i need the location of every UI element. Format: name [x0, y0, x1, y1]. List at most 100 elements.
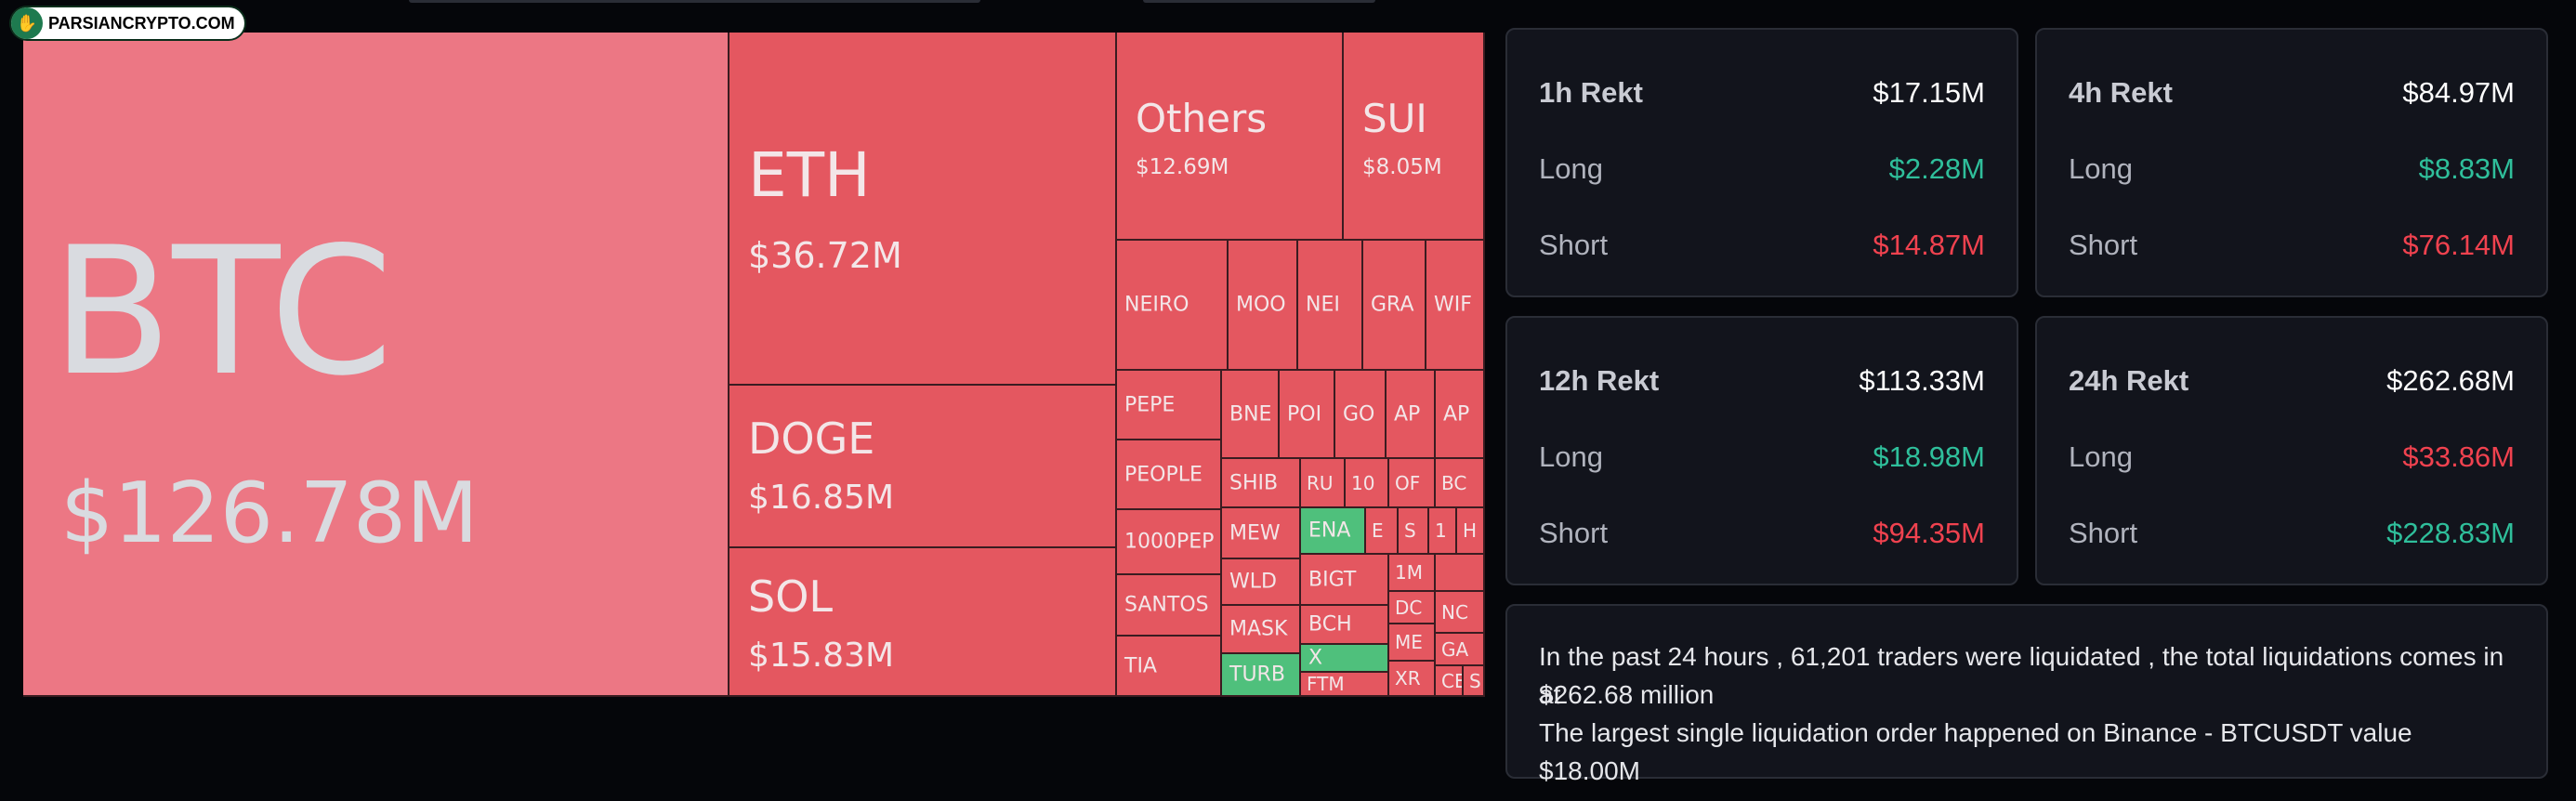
long-value: $33.86M: [2402, 440, 2515, 473]
summary-line-1: In the past 24 hours , 61,201 traders we…: [1539, 642, 2504, 709]
treemap-tile[interactable]: X: [1301, 645, 1389, 673]
card-title: 1h Rekt: [1539, 76, 1643, 109]
tile-label: ME: [1395, 631, 1423, 653]
tile-label: SHIB: [1229, 471, 1279, 494]
tile-label: NC: [1441, 600, 1468, 624]
treemap-tile[interactable]: WLD: [1222, 559, 1301, 606]
card-total: $17.15M: [1873, 76, 1985, 109]
card-title: 24h Rekt: [2069, 364, 2189, 397]
treemap-tile[interactable]: NEIRO: [1117, 241, 1229, 371]
treemap-tile[interactable]: PEOPLE: [1117, 440, 1222, 510]
tile-value: $12.69M: [1136, 155, 1229, 179]
treemap-tile[interactable]: POI: [1280, 371, 1335, 459]
treemap-tile[interactable]: AP: [1436, 371, 1485, 459]
liquidation-treemap: BTC $126.78M ETH $36.72M DOGE $16.85M SO…: [23, 33, 1485, 697]
tile-name: DOGE: [748, 414, 875, 464]
treemap-tile[interactable]: 1000PEP: [1117, 510, 1222, 575]
card-title: 12h Rekt: [1539, 364, 1660, 397]
treemap-tile[interactable]: AP: [1387, 371, 1436, 459]
treemap-tile[interactable]: 1: [1429, 508, 1457, 555]
tile-label: 1M: [1395, 561, 1423, 584]
treemap-tile[interactable]: TIA: [1117, 637, 1222, 697]
tile-label: MOO: [1236, 293, 1286, 317]
tile-label: S: [1404, 519, 1416, 542]
treemap-tile[interactable]: [1436, 555, 1485, 592]
card-24h-rekt: 24h Rekt $262.68M Long $33.86M Short $228.8…: [2035, 316, 2548, 585]
treemap-tile[interactable]: BCH: [1301, 606, 1389, 645]
treemap-tile[interactable]: RU: [1301, 459, 1346, 508]
top-control-right[interactable]: [1143, 0, 1375, 3]
tile-label: WIF: [1434, 293, 1472, 317]
card-1h-rekt: 1h Rekt $17.15M Long $2.28M Short $14.87M: [1505, 28, 2018, 297]
treemap-tile[interactable]: PEPE: [1117, 371, 1222, 440]
treemap-tile[interactable]: TURB: [1222, 654, 1301, 697]
treemap-tile-doge[interactable]: DOGE $16.85M: [729, 386, 1117, 548]
tile-label: 1000PEP: [1124, 530, 1215, 554]
treemap-tile[interactable]: E: [1366, 508, 1399, 555]
tile-label: CE: [1441, 669, 1464, 692]
treemap-tile[interactable]: S: [1399, 508, 1429, 555]
short-label: Short: [2069, 517, 2138, 549]
treemap-tile[interactable]: FTM: [1301, 673, 1389, 697]
treemap-tile[interactable]: NC: [1436, 592, 1485, 634]
treemap-tile[interactable]: DC: [1389, 592, 1436, 624]
long-value: $18.98M: [1873, 440, 1985, 473]
treemap-tile[interactable]: 1M: [1389, 555, 1436, 592]
treemap-tile[interactable]: SHIB: [1222, 459, 1301, 508]
treemap-tile[interactable]: OF: [1389, 459, 1436, 508]
treemap-tile-eth[interactable]: ETH $36.72M: [729, 33, 1117, 386]
treemap-tile[interactable]: GA: [1436, 634, 1485, 666]
treemap-tile[interactable]: SANTOS: [1117, 575, 1222, 637]
short-value: $76.14M: [2402, 229, 2515, 261]
treemap-tile-others[interactable]: Others $12.69M: [1117, 33, 1344, 241]
tile-label: 1: [1435, 519, 1447, 542]
tile-label: X: [1308, 646, 1323, 670]
treemap-tile[interactable]: GRA: [1363, 241, 1426, 371]
tile-label: GRA: [1371, 293, 1414, 317]
tile-label: BNE: [1229, 402, 1272, 426]
card-total: $84.97M: [2402, 76, 2515, 109]
card-12h-rekt: 12h Rekt $113.33M Long $18.98M Short $94.35…: [1505, 316, 2018, 585]
short-value: $94.35M: [1873, 517, 1985, 549]
treemap-tile[interactable]: H: [1457, 508, 1485, 555]
treemap-tile[interactable]: 10: [1346, 459, 1389, 508]
tile-value: $36.72M: [748, 235, 902, 276]
treemap-tile[interactable]: NEI: [1298, 241, 1363, 371]
tile-label: PEPE: [1124, 393, 1176, 416]
tile-label: ENA: [1308, 519, 1351, 543]
treemap-tile-sol[interactable]: SOL $15.83M: [729, 548, 1117, 697]
top-control-left[interactable]: [409, 0, 980, 3]
treemap-tile[interactable]: ME: [1389, 624, 1436, 662]
tile-label: WLD: [1229, 570, 1277, 594]
tile-name: BTC: [51, 209, 393, 414]
treemap-tile-sui[interactable]: SUI $8.05M: [1344, 33, 1485, 241]
treemap-tile-btc[interactable]: BTC $126.78M: [23, 33, 729, 697]
card-total: $113.33M: [1859, 364, 1985, 397]
treemap-tile[interactable]: WIF: [1426, 241, 1485, 371]
tile-label: NEIRO: [1124, 293, 1189, 317]
treemap-tile[interactable]: CE: [1436, 666, 1464, 697]
long-label: Long: [1539, 152, 1603, 185]
treemap-tile[interactable]: XR: [1389, 662, 1436, 697]
tile-label: 10: [1351, 471, 1375, 494]
treemap-tile[interactable]: BNE: [1222, 371, 1280, 459]
tile-label: BC: [1441, 471, 1467, 494]
long-label: Long: [2069, 440, 2133, 473]
summary-line-3: The largest single liquidation order hap…: [1539, 718, 2412, 785]
long-value: $2.28M: [1888, 152, 1985, 185]
treemap-tile[interactable]: S: [1464, 666, 1485, 697]
long-value: $8.83M: [2418, 152, 2515, 185]
treemap-tile[interactable]: ENA: [1301, 508, 1366, 555]
treemap-tile[interactable]: MEW: [1222, 508, 1301, 559]
tile-label: BIGT: [1308, 568, 1357, 591]
tile-label: H: [1463, 519, 1478, 542]
treemap-tile[interactable]: GO: [1335, 371, 1387, 459]
treemap-tile[interactable]: BC: [1436, 459, 1485, 508]
short-label: Short: [2069, 229, 2138, 261]
treemap-tile[interactable]: MASK: [1222, 606, 1301, 654]
short-value: $228.83M: [2386, 517, 2515, 549]
tile-value: $16.85M: [748, 479, 895, 517]
tile-label: DC: [1395, 596, 1423, 619]
treemap-tile[interactable]: BIGT: [1301, 555, 1389, 606]
treemap-tile[interactable]: MOO: [1229, 241, 1298, 371]
